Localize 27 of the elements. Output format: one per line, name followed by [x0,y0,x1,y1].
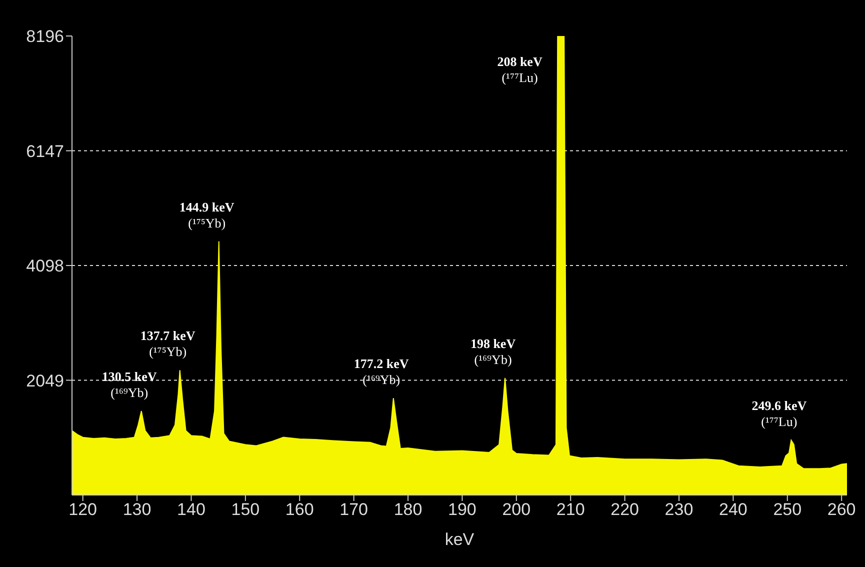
annotation: 177.2 keV (¹⁶⁹Yb) [354,356,410,388]
x-tick-label: 170 [340,500,368,520]
annotation: 144.9 keV (¹⁷⁵Yb) [179,199,235,230]
x-tick-label: 210 [556,500,585,520]
x-tick-label: 120 [68,500,98,520]
annotation: 198 keV (¹⁶⁹Yb) [470,336,516,367]
x-tick-label: 130 [122,500,152,520]
x-tick-label: 250 [773,500,802,520]
annotation: 130.5 keV (¹⁶⁹Yb) [102,368,158,400]
y-tick-label: 8196 [26,27,64,46]
x-tick-label: 230 [664,500,694,520]
x-tick-label: 150 [231,500,260,520]
x-tick-label: 190 [448,500,476,520]
annotation: 137.7 keV (¹⁷⁵Yb) [140,328,196,360]
x-tick-label: 220 [610,500,639,520]
x-tick-label: 260 [827,500,856,520]
y-tick-label: 4098 [26,256,64,276]
annotation: 208 keV (¹⁷⁷Lu) [497,54,543,85]
x-axis-title: keV [444,530,475,549]
x-tick-label: 180 [394,500,422,520]
x-tick-label: 200 [502,500,531,520]
annotation: 249.6 keV (¹⁷⁷Lu) [752,398,808,430]
x-tick-label: 160 [285,500,314,520]
x-tick-label: 240 [719,500,748,520]
y-tick-label: 2049 [26,371,64,390]
y-tick-label: 6147 [26,142,64,161]
x-tick-label: 140 [177,500,206,520]
